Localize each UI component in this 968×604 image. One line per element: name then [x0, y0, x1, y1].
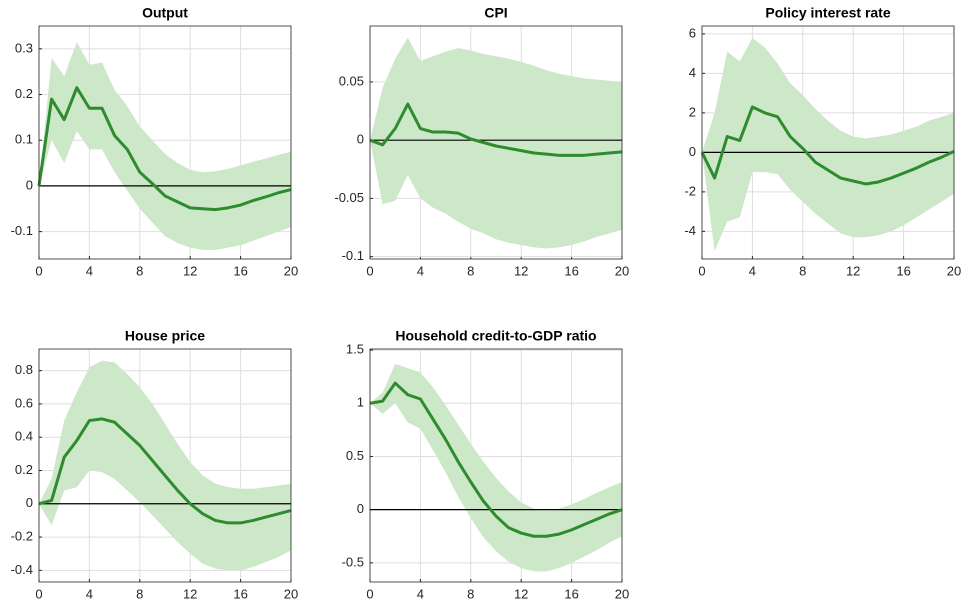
subplot: 0 4 8 12 16 20 -0.1 0 0.1 0.2 0.3 Output — [11, 5, 299, 279]
x-tick-label: 16 — [564, 586, 578, 601]
y-tick-label: 0 — [689, 144, 696, 159]
confidence-band — [39, 360, 291, 571]
x-tick-label: 12 — [514, 263, 528, 278]
x-tick-label: 16 — [233, 263, 247, 278]
y-tick-label: -0.1 — [342, 248, 364, 263]
x-tick-label: 20 — [284, 263, 298, 278]
median-line — [369, 102, 623, 157]
x-tick-label: 8 — [467, 586, 474, 601]
x-tick-label: 20 — [284, 586, 298, 601]
x-tick-label: 12 — [183, 263, 197, 278]
y-tick-label: -0.5 — [342, 554, 364, 569]
x-tick-label: 4 — [86, 263, 93, 278]
axes-frame — [369, 25, 623, 260]
y-tick-label: -0.2 — [11, 529, 33, 544]
subplot-title: CPI — [484, 5, 507, 21]
subplot-title: Output — [142, 5, 188, 21]
axes-frame — [38, 348, 292, 583]
y-tick-label: 0 — [357, 501, 364, 516]
median-line — [700, 105, 955, 186]
confidence-band — [370, 363, 622, 572]
y-tick-label: 0.8 — [15, 362, 33, 377]
median-line — [369, 381, 623, 538]
y-tick-label: 0 — [26, 177, 33, 192]
x-tick-label: 0 — [366, 263, 373, 278]
y-tick-label: 0 — [26, 495, 33, 510]
y-tick-label: 0.6 — [15, 395, 33, 410]
x-tick-label: 4 — [749, 263, 756, 278]
y-tick-label: 0.4 — [15, 429, 33, 444]
y-tick-label: 0.1 — [15, 132, 33, 147]
subplot: 0 4 8 12 16 20 -4 -2 0 2 4 6 Policy interest rate — [684, 5, 961, 279]
median-line — [37, 86, 292, 212]
x-tick-label: 8 — [136, 586, 143, 601]
x-tick-label: 20 — [947, 263, 961, 278]
x-tick-label: 0 — [698, 263, 705, 278]
y-tick-label: 1.5 — [346, 342, 364, 357]
subplot: 0 4 8 12 16 20 -0.4 -0.2 0 0.2 0.4 0.6 0.8 House pric… — [11, 328, 299, 602]
median-line — [38, 417, 292, 525]
x-tick-label: 4 — [417, 263, 424, 278]
y-tick-label: -0.4 — [11, 562, 33, 577]
x-tick-label: 0 — [366, 586, 373, 601]
x-tick-label: 16 — [233, 586, 247, 601]
x-tick-label: 16 — [564, 263, 578, 278]
axes-frame — [38, 25, 292, 260]
x-tick-label: 12 — [183, 586, 197, 601]
axes-frame — [701, 25, 955, 260]
y-tick-label: 1 — [357, 395, 364, 410]
subplot: 0 4 8 12 16 20 -0.5 0 0.5 1 1.5 Household credit-to… — [342, 328, 630, 602]
x-tick-label: 8 — [136, 263, 143, 278]
y-tick-label: -0.1 — [11, 223, 33, 238]
x-tick-label: 12 — [514, 586, 528, 601]
x-tick-label: 12 — [846, 263, 860, 278]
subplot-title: Household credit-to-GDP ratio — [395, 328, 596, 344]
confidence-band — [702, 37, 954, 252]
y-tick-label: 0.2 — [15, 462, 33, 477]
confidence-band — [39, 41, 291, 250]
subplot: 0 4 8 12 16 20 -0.1 -0.05 0 0.05 CPI — [334, 5, 629, 279]
x-tick-label: 20 — [615, 586, 629, 601]
x-tick-label: 4 — [417, 586, 424, 601]
y-tick-label: -0.05 — [334, 190, 364, 205]
y-tick-label: 6 — [689, 25, 696, 40]
y-tick-label: -2 — [684, 183, 696, 198]
y-tick-label: -4 — [684, 223, 696, 238]
x-tick-label: 0 — [35, 263, 42, 278]
x-tick-label: 8 — [467, 263, 474, 278]
confidence-band — [370, 37, 622, 249]
y-tick-label: 0 — [357, 132, 364, 147]
axes-frame — [369, 348, 623, 583]
y-tick-label: 0.05 — [339, 73, 364, 88]
subplot-title: Policy interest rate — [765, 5, 890, 21]
x-tick-label: 20 — [615, 263, 629, 278]
y-tick-label: 2 — [689, 104, 696, 119]
y-tick-label: 0.5 — [346, 448, 364, 463]
x-tick-label: 0 — [35, 586, 42, 601]
subplot-title: House price — [125, 328, 205, 344]
x-tick-label: 8 — [799, 263, 806, 278]
y-tick-label: 4 — [689, 65, 696, 80]
x-tick-label: 16 — [896, 263, 910, 278]
x-tick-label: 4 — [86, 586, 93, 601]
y-tick-label: 0.2 — [15, 86, 33, 101]
y-tick-label: 0.3 — [15, 40, 33, 55]
